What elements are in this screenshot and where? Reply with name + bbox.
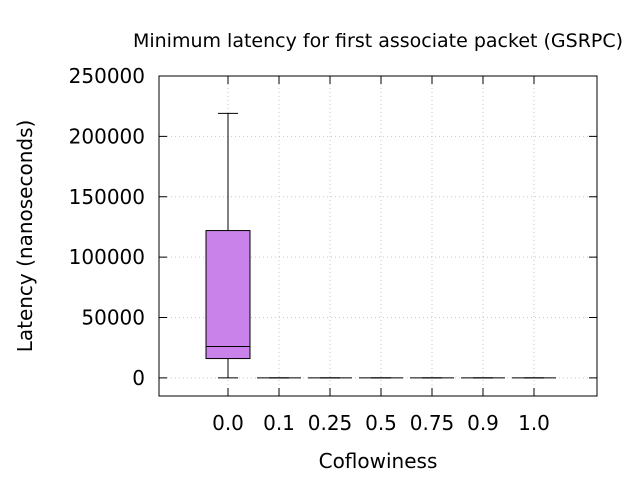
y-tick-label: 250000	[69, 64, 145, 88]
plot-frame	[158, 75, 598, 397]
x-tick-label: 0.5	[365, 411, 397, 435]
x-tick-label: 0.1	[263, 411, 295, 435]
y-tick-label: 50000	[81, 306, 145, 330]
y-axis-label: Latency (nanoseconds)	[13, 120, 37, 353]
x-tick-label: 0.0	[212, 411, 244, 435]
chart-title: Minimum latency for first associate pack…	[133, 30, 623, 52]
y-tick-label: 150000	[69, 185, 145, 209]
y-tick-label: 100000	[69, 245, 145, 269]
x-tick-label: 1.0	[518, 411, 550, 435]
x-tick-label: 0.9	[467, 411, 499, 435]
y-tick-label: 200000	[69, 124, 145, 148]
box-series	[205, 112, 556, 379]
x-tick-label: 0.75	[410, 411, 455, 435]
y-tick-label: 0	[132, 366, 145, 390]
x-axis-label: Coflowiness	[319, 449, 438, 473]
box-0-0	[205, 112, 251, 379]
iqr-box	[205, 230, 251, 360]
x-tick-label: 0.25	[308, 411, 353, 435]
y-axis-ticks: 0 50000 100000 150000 200000 250000	[69, 64, 597, 390]
x-axis-ticks: 0.0 0.1 0.25 0.5 0.75 0.9 1.0	[212, 76, 550, 435]
